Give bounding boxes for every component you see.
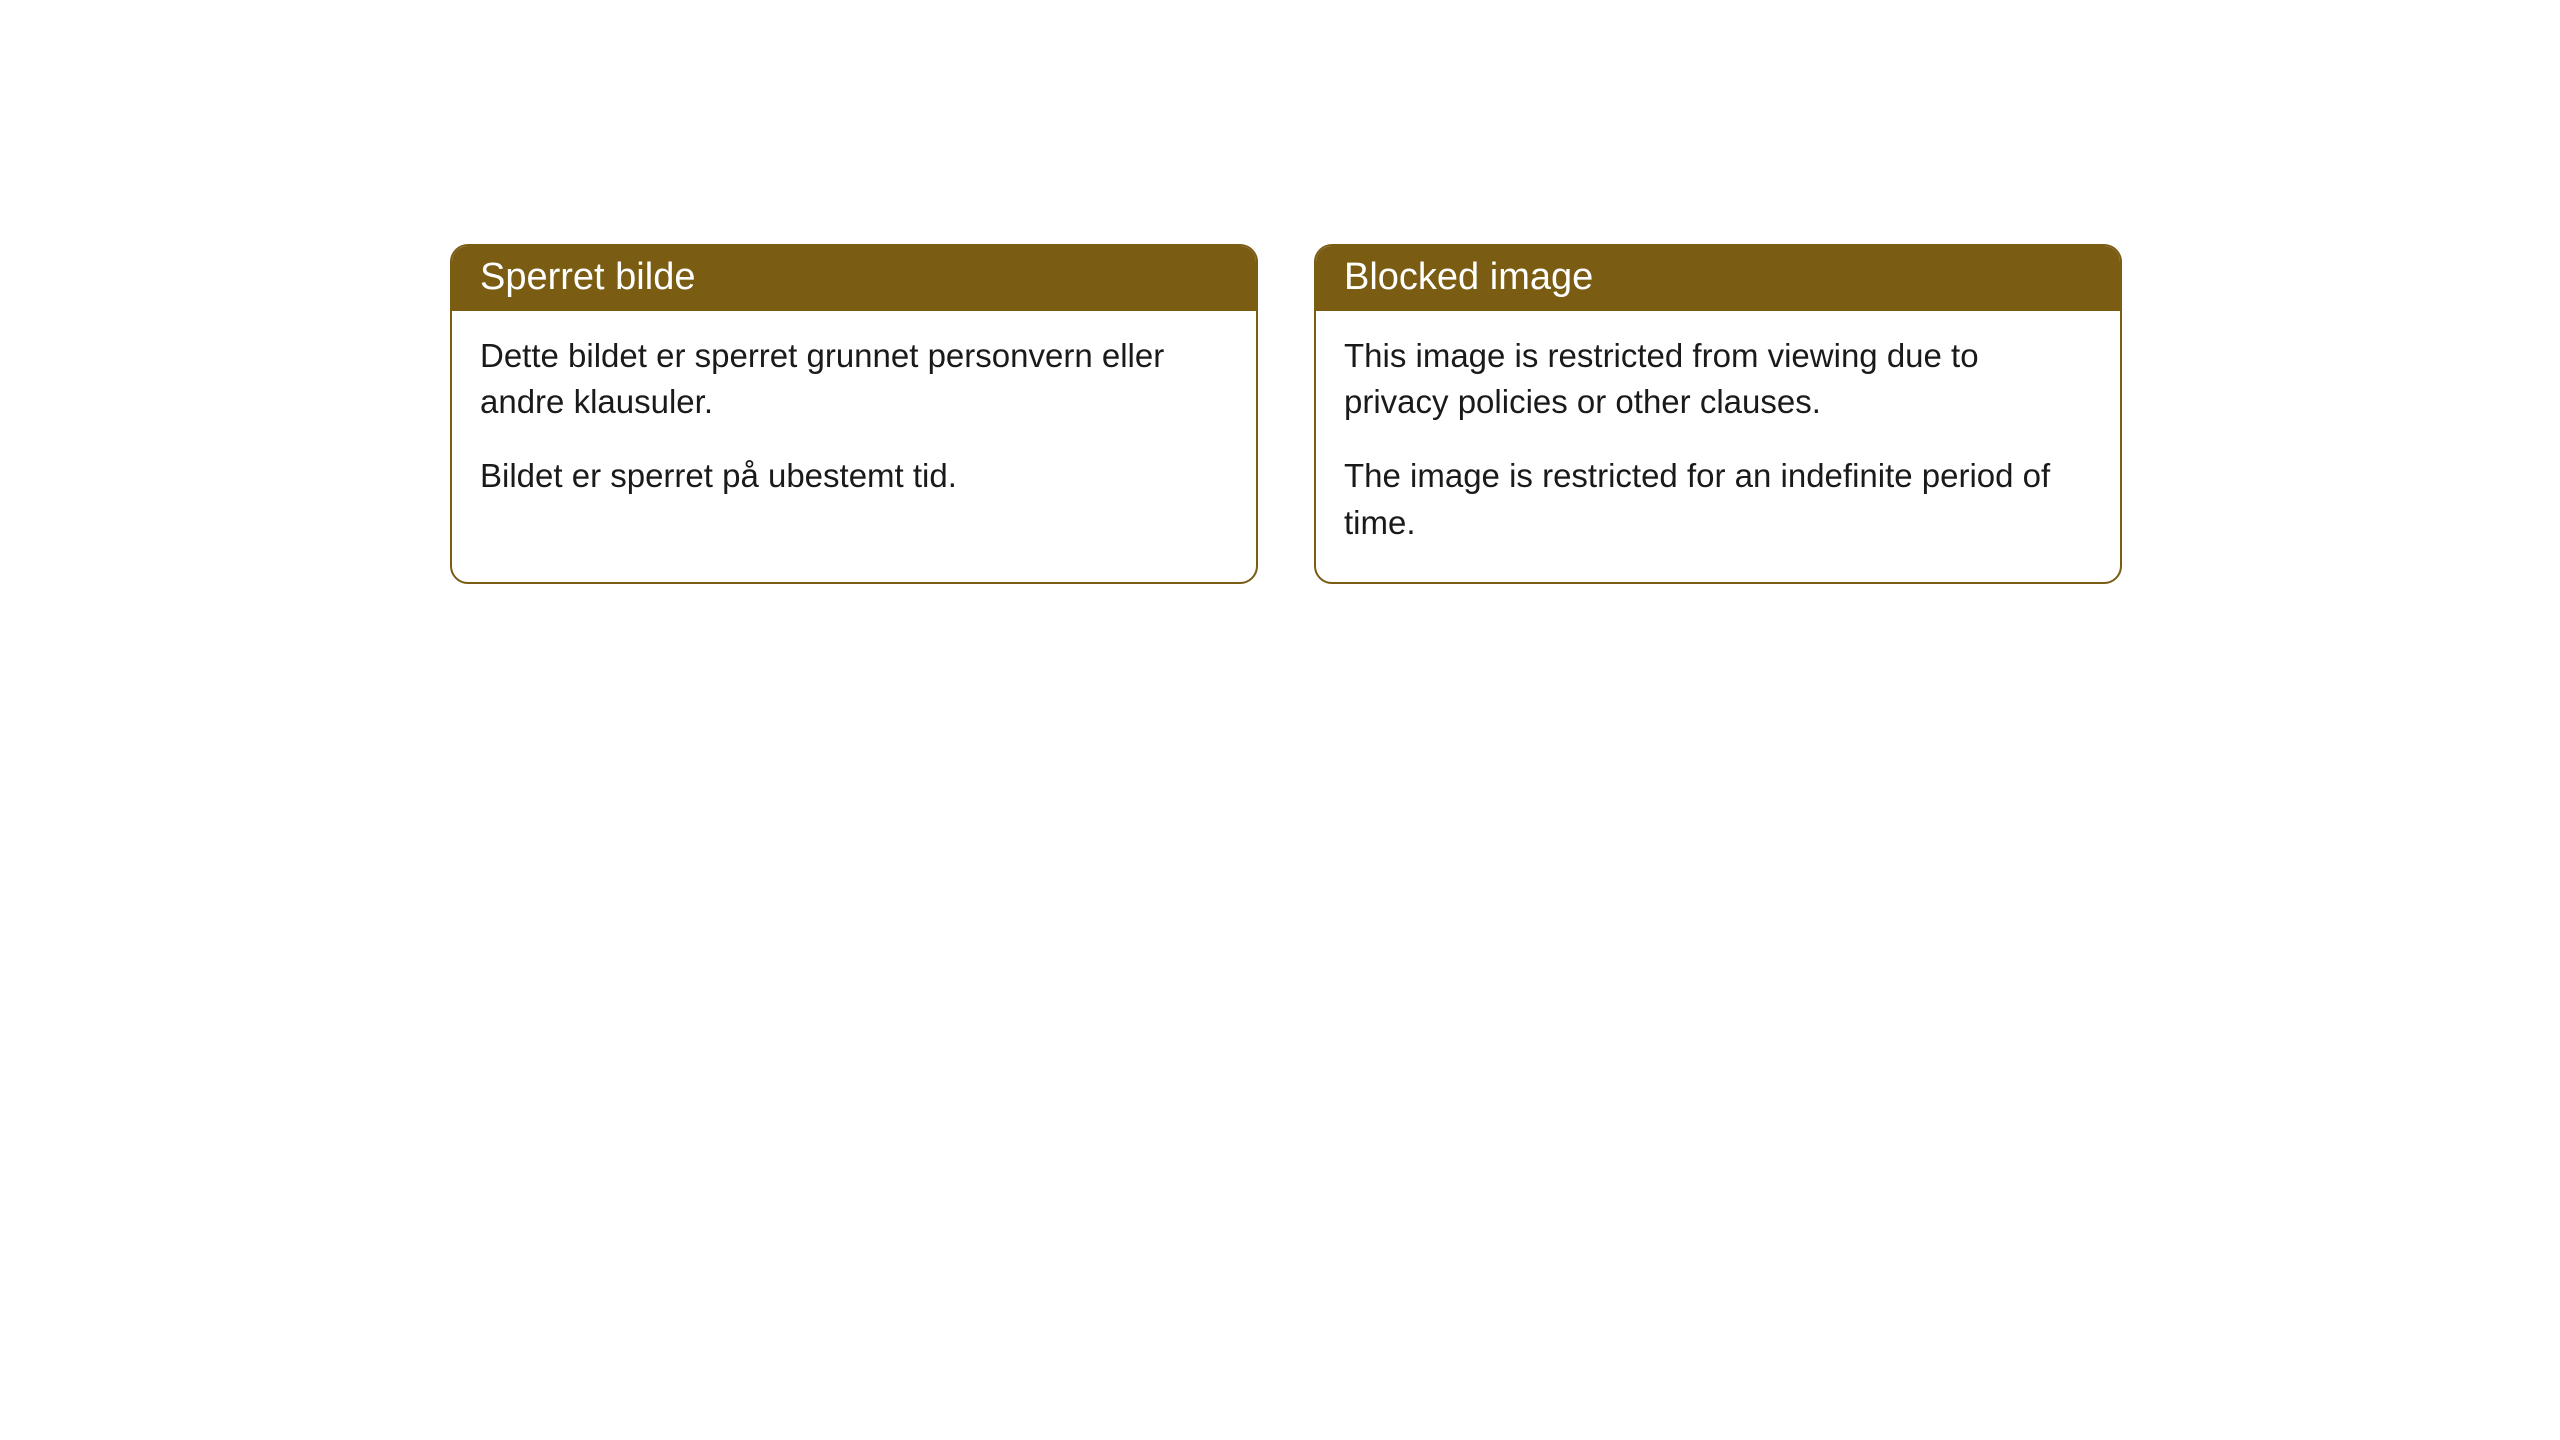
card-header: Blocked image [1316, 246, 2120, 311]
card-body: This image is restricted from viewing du… [1316, 311, 2120, 582]
notice-card-english: Blocked image This image is restricted f… [1314, 244, 2122, 584]
card-header: Sperret bilde [452, 246, 1256, 311]
card-paragraph: Bildet er sperret på ubestemt tid. [480, 453, 1228, 499]
card-paragraph: Dette bildet er sperret grunnet personve… [480, 333, 1228, 425]
card-title: Sperret bilde [480, 256, 695, 298]
card-paragraph: The image is restricted for an indefinit… [1344, 453, 2092, 545]
card-paragraph: This image is restricted from viewing du… [1344, 333, 2092, 425]
card-body: Dette bildet er sperret grunnet personve… [452, 311, 1256, 536]
notice-cards-container: Sperret bilde Dette bildet er sperret gr… [450, 244, 2122, 584]
card-title: Blocked image [1344, 256, 1593, 298]
notice-card-norwegian: Sperret bilde Dette bildet er sperret gr… [450, 244, 1258, 584]
